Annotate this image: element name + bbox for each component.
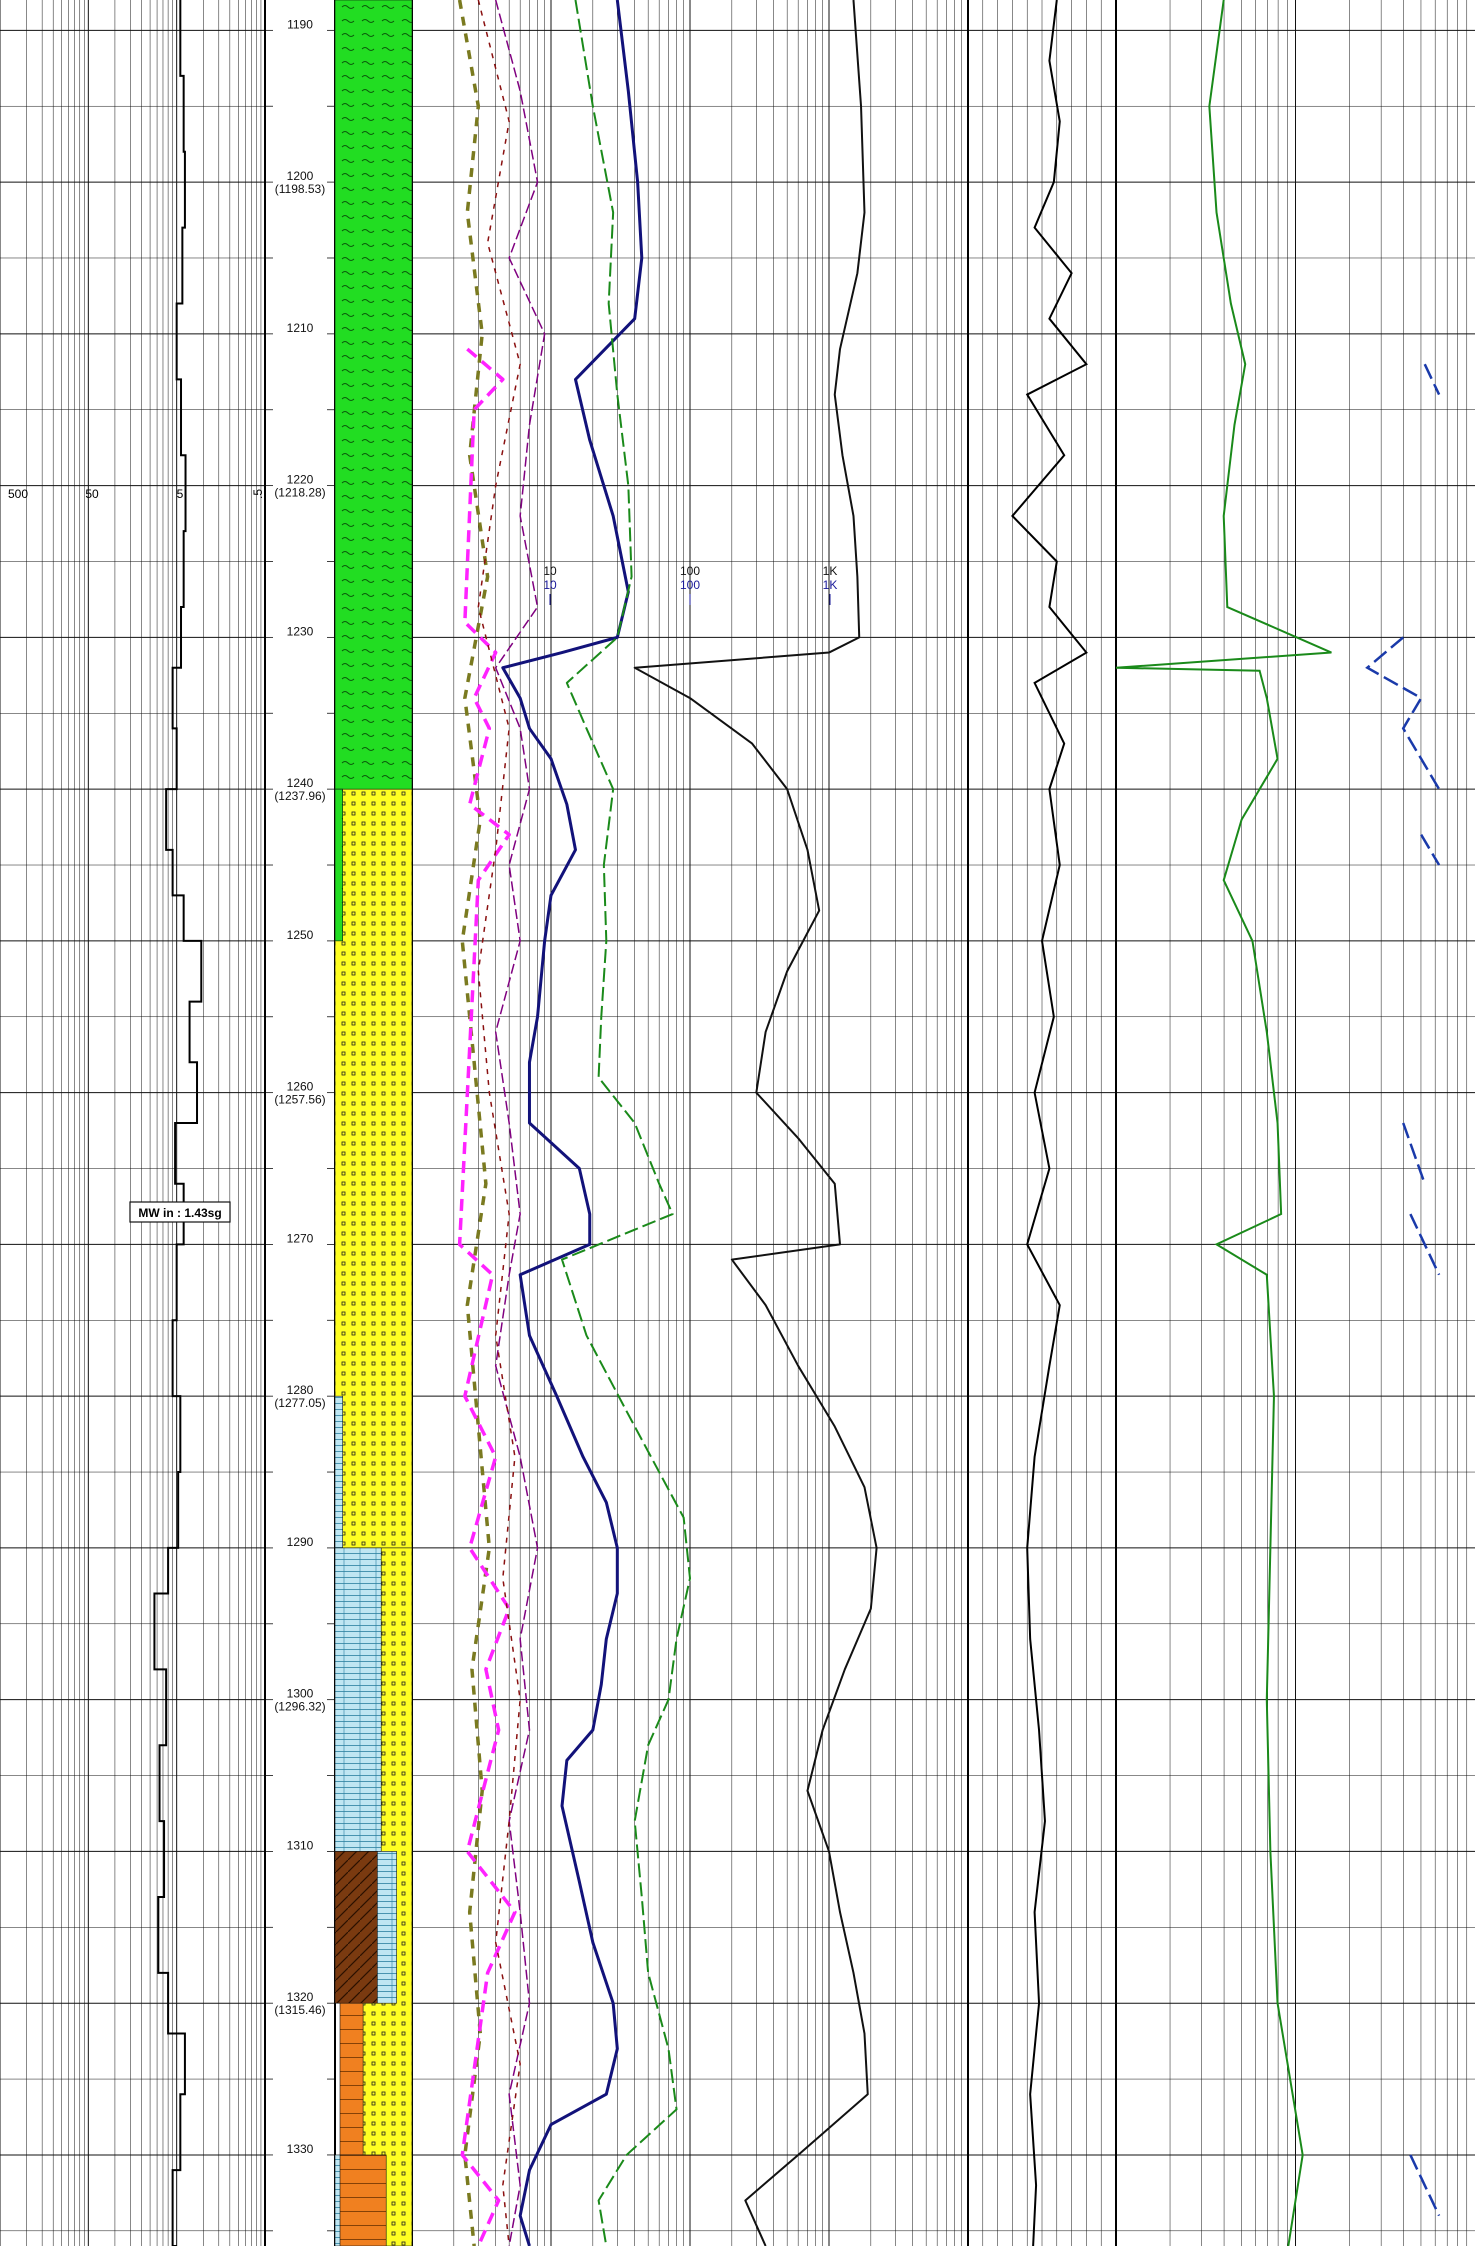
depth-label: 1210 — [287, 321, 314, 335]
right-track-3-curve — [1402, 1122, 1426, 1185]
depth-label: 1320 — [287, 1990, 314, 2004]
right-track-1-curve — [1011, 0, 1088, 2246]
tvd-label: (1218.28) — [274, 486, 325, 500]
left-scale-label-500: 500 — [8, 487, 28, 501]
lithology-limestone — [334, 1395, 343, 1549]
lithology-track — [334, 0, 413, 2246]
right-track-3-curve — [1420, 834, 1441, 866]
lithology-claystone — [334, 0, 413, 790]
lithology-siltstone — [339, 2002, 364, 2156]
tvd-label: (1237.96) — [274, 789, 325, 803]
lithology-claystone — [334, 788, 343, 942]
curve-methane — [561, 0, 691, 2246]
depth-label: 1270 — [287, 1231, 314, 1245]
depth-label: 1230 — [287, 624, 314, 638]
depth-label: 1280 — [287, 1383, 314, 1397]
curve-pentane — [477, 0, 521, 2246]
depth-label: 1290 — [287, 1535, 314, 1549]
label-layer: 500 50 5 .5 10 100 1K 10 100 1K MW in : … — [8, 17, 837, 2156]
tvd-label: (1315.46) — [274, 2003, 325, 2017]
lithology-sandstone — [334, 788, 413, 1549]
right-track-3-curve — [1423, 363, 1441, 396]
gas-scale-label-1k: 1K — [823, 564, 838, 578]
tvd-label: (1198.53) — [275, 182, 325, 196]
depth-label: 1310 — [287, 1838, 314, 1852]
depth-label: 1330 — [287, 2142, 314, 2156]
mud-weight-annotation: MW in : 1.43sg — [138, 1206, 221, 1220]
left-track-curve — [153, 0, 203, 2246]
right-track-3-curve — [1409, 2154, 1441, 2217]
depth-label: 1250 — [287, 928, 314, 942]
curve-ethane — [494, 0, 546, 2246]
depth-label: 1190 — [287, 17, 313, 31]
gas-scale-blue-label-100: 100 — [680, 578, 700, 592]
left-scale-label-half: .5 — [251, 489, 265, 499]
curve-rop — [633, 0, 878, 2246]
gas-scale-label-10: 10 — [543, 564, 557, 578]
left-scale-label-5: 5 — [177, 487, 184, 501]
depth-label: 1260 — [287, 1080, 314, 1094]
tvd-label: (1257.56) — [274, 1093, 325, 1107]
curve-propane — [457, 0, 492, 2246]
lithology-limestone — [334, 1547, 382, 1852]
tvd-label: (1296.32) — [274, 1700, 325, 1714]
lithology-coal_shale — [334, 1851, 378, 2004]
curve-total-gas — [501, 0, 644, 2246]
gas-scale-label-100: 100 — [680, 564, 700, 578]
lithology-siltstone — [339, 2154, 387, 2246]
left-scale-label-50: 50 — [85, 487, 99, 501]
mud-weight-box — [129, 1201, 231, 1223]
depth-label: 1240 — [287, 776, 314, 790]
depth-label: 1200 — [287, 169, 314, 183]
right-track-3-curve — [1409, 1213, 1441, 1276]
right-track-2-curve — [1115, 0, 1332, 2246]
depth-label: 1220 — [287, 473, 314, 487]
curve-layer — [153, 0, 1441, 2246]
tvd-label: (1277.05) — [274, 1396, 325, 1410]
gas-scale-blue-label-1k: 1K — [823, 578, 838, 592]
depth-label: 1300 — [287, 1687, 314, 1701]
curve-butane — [457, 347, 517, 2246]
right-track-3-curve — [1365, 636, 1441, 790]
gas-scale-blue-label-10: 10 — [543, 578, 557, 592]
